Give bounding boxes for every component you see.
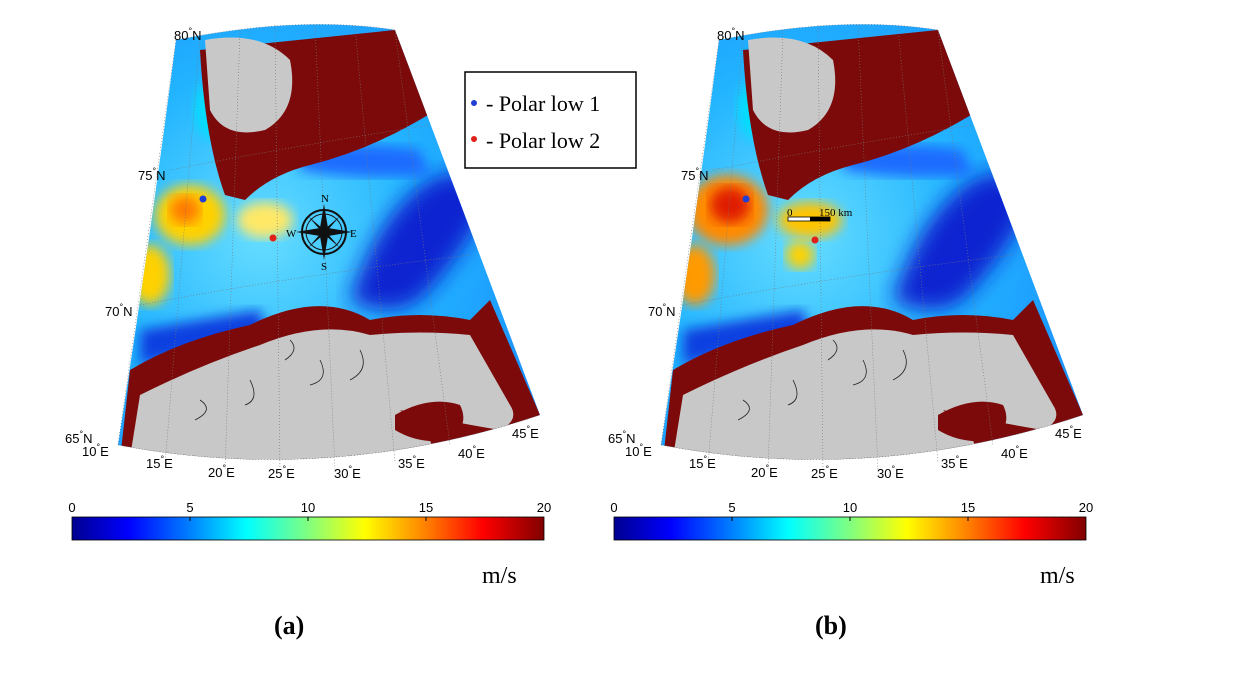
lat-label-70-a: 70°N bbox=[105, 302, 132, 319]
colorbar-tick-15-b: 15 bbox=[961, 500, 975, 515]
unit-label-b: m/s bbox=[1040, 563, 1075, 589]
colorbar-tick-20-b: 20 bbox=[1079, 500, 1093, 515]
lat-label-70-b: 70°N bbox=[648, 302, 675, 319]
lat-label-65-b: 65°N bbox=[608, 429, 635, 446]
unit-label-a: m/s bbox=[482, 563, 517, 589]
lon-label-10-b: 10°E bbox=[625, 442, 652, 459]
lon-label-15-b: 15°E bbox=[689, 454, 716, 471]
lat-label-80-a: 80°N bbox=[174, 26, 201, 43]
lon-label-30-a: 30°E bbox=[334, 464, 361, 481]
lon-label-45-b: 45°E bbox=[1055, 424, 1082, 441]
colorbar-tick-5-b: 5 bbox=[728, 500, 735, 515]
colorbar-a: 0 5 10 15 20 m/s bbox=[68, 500, 551, 589]
colorbar-tick-0-b: 0 bbox=[610, 500, 617, 515]
lon-label-25-b: 25°E bbox=[811, 464, 838, 481]
lat-label-75-a: 75°N bbox=[138, 166, 165, 183]
colorbar-b: 0 5 10 15 20 m/s bbox=[610, 500, 1093, 589]
legend-marker-2 bbox=[471, 136, 477, 142]
lon-label-10-a: 10°E bbox=[82, 442, 109, 459]
lon-label-20-a: 20°E bbox=[208, 463, 235, 480]
lon-label-45-a: 45°E bbox=[512, 424, 539, 441]
caption-b: (b) bbox=[815, 611, 847, 640]
compass-e: E bbox=[350, 228, 357, 240]
colorbar-tick-10-b: 10 bbox=[843, 500, 857, 515]
graticule-b bbox=[660, 24, 1084, 473]
panel-b: 80°N 75°N 70°N 65°N 10°E 15°E 20°E 25°E … bbox=[608, 24, 1093, 640]
lat-label-75-b: 75°N bbox=[681, 166, 708, 183]
caption-a: (a) bbox=[274, 611, 304, 640]
polar-low-2-marker-b bbox=[811, 236, 819, 244]
lon-label-15-a: 15°E bbox=[146, 454, 173, 471]
lon-label-40-b: 40°E bbox=[1001, 444, 1028, 461]
compass-rose: N S E W bbox=[286, 193, 357, 273]
colorbar-tick-20-a: 20 bbox=[537, 500, 551, 515]
scale-bar: 0 150 km bbox=[787, 207, 853, 222]
legend-label-1: - Polar low 1 bbox=[486, 91, 600, 116]
colorbar-tick-5-a: 5 bbox=[186, 500, 193, 515]
compass-w: W bbox=[286, 228, 297, 240]
scale-bar-end: 150 km bbox=[819, 207, 853, 219]
map-b: 80°N 75°N 70°N 65°N 10°E 15°E 20°E 25°E … bbox=[608, 24, 1084, 481]
legend: - Polar low 1 - Polar low 2 bbox=[464, 71, 637, 169]
lon-label-25-a: 25°E bbox=[268, 464, 295, 481]
polar-low-1-marker-b bbox=[742, 195, 750, 203]
compass-s: S bbox=[321, 261, 327, 273]
lon-label-40-a: 40°E bbox=[458, 444, 485, 461]
lon-label-20-b: 20°E bbox=[751, 463, 778, 480]
polar-low-2-marker-a bbox=[269, 234, 277, 242]
colorbar-tick-15-a: 15 bbox=[419, 500, 433, 515]
compass-n: N bbox=[321, 193, 329, 205]
lat-label-80-b: 80°N bbox=[717, 26, 744, 43]
legend-label-2: - Polar low 2 bbox=[486, 128, 600, 153]
lon-label-30-b: 30°E bbox=[877, 464, 904, 481]
scale-bar-start: 0 bbox=[787, 207, 793, 219]
legend-marker-1 bbox=[471, 100, 477, 106]
lon-label-35-a: 35°E bbox=[398, 454, 425, 471]
lat-label-65-a: 65°N bbox=[65, 429, 92, 446]
polar-low-1-marker-a bbox=[199, 195, 207, 203]
lon-label-35-b: 35°E bbox=[941, 454, 968, 471]
colorbar-tick-0-a: 0 bbox=[68, 500, 75, 515]
colorbar-tick-10-a: 10 bbox=[301, 500, 315, 515]
